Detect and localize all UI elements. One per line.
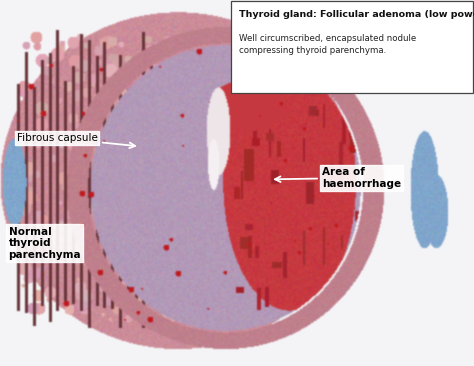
FancyBboxPatch shape bbox=[231, 1, 473, 93]
Text: Thyroid gland: Follicular adenoma (low power): Thyroid gland: Follicular adenoma (low p… bbox=[239, 10, 474, 19]
Text: Fibrous capsule: Fibrous capsule bbox=[17, 133, 135, 148]
Text: Well circumscribed, encapsulated nodule
compressing thyroid parenchyma.: Well circumscribed, encapsulated nodule … bbox=[239, 34, 416, 55]
Text: Normal
thyroid
parenchyma: Normal thyroid parenchyma bbox=[9, 227, 81, 260]
Text: Area of
haemorrhage: Area of haemorrhage bbox=[275, 167, 401, 188]
